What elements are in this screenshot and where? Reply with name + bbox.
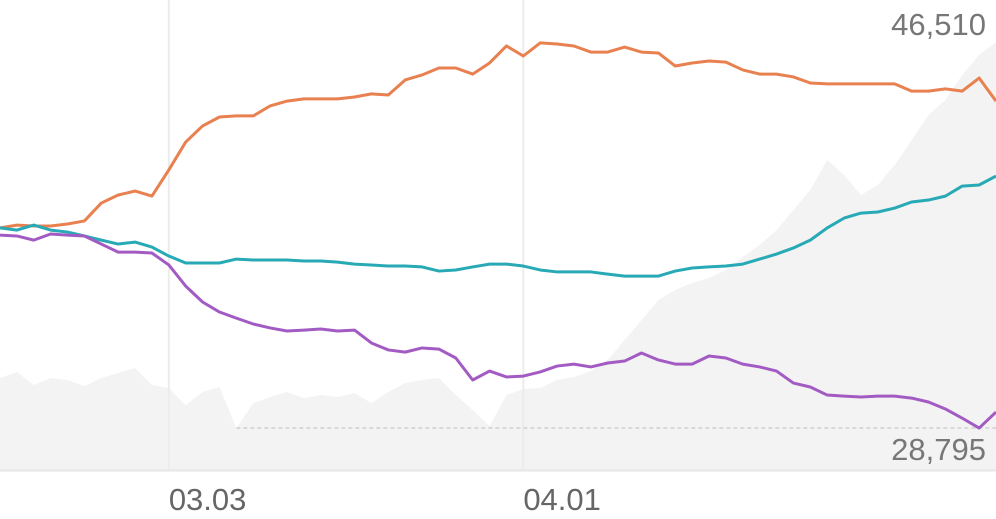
value-annotation: 46,510 <box>891 7 986 42</box>
line <box>0 174 996 278</box>
line <box>0 41 996 230</box>
area <box>0 42 996 471</box>
value-annotation: 28,795 <box>891 432 986 467</box>
line <box>0 232 996 430</box>
x-tick-label: 03.03 <box>169 482 247 517</box>
x-tick-label: 04.01 <box>523 482 601 517</box>
